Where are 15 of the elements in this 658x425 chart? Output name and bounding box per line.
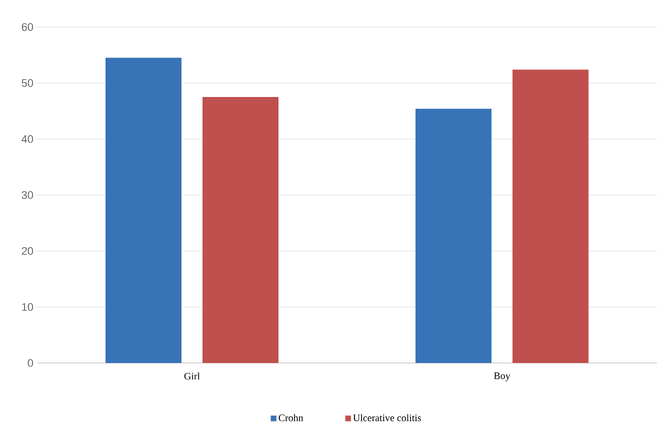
bar: [512, 70, 589, 363]
bar: [106, 58, 182, 363]
bar: [416, 108, 492, 363]
x-tick-label: Boy: [494, 372, 510, 382]
y-tick-label: 20: [22, 247, 34, 255]
y-tick-label: 30: [22, 191, 34, 199]
bar: [202, 97, 279, 363]
legend-label: Ulcerative colitis: [353, 414, 421, 422]
y-tick-label: 60: [22, 23, 34, 31]
y-tick-label: 40: [22, 135, 34, 143]
y-tick-label: 10: [22, 303, 34, 311]
y-tick-label: 50: [22, 79, 34, 87]
y-tick-label: 0: [28, 359, 34, 367]
legend-label: Crohn: [278, 414, 304, 422]
x-tick-label: Girl: [184, 372, 200, 380]
